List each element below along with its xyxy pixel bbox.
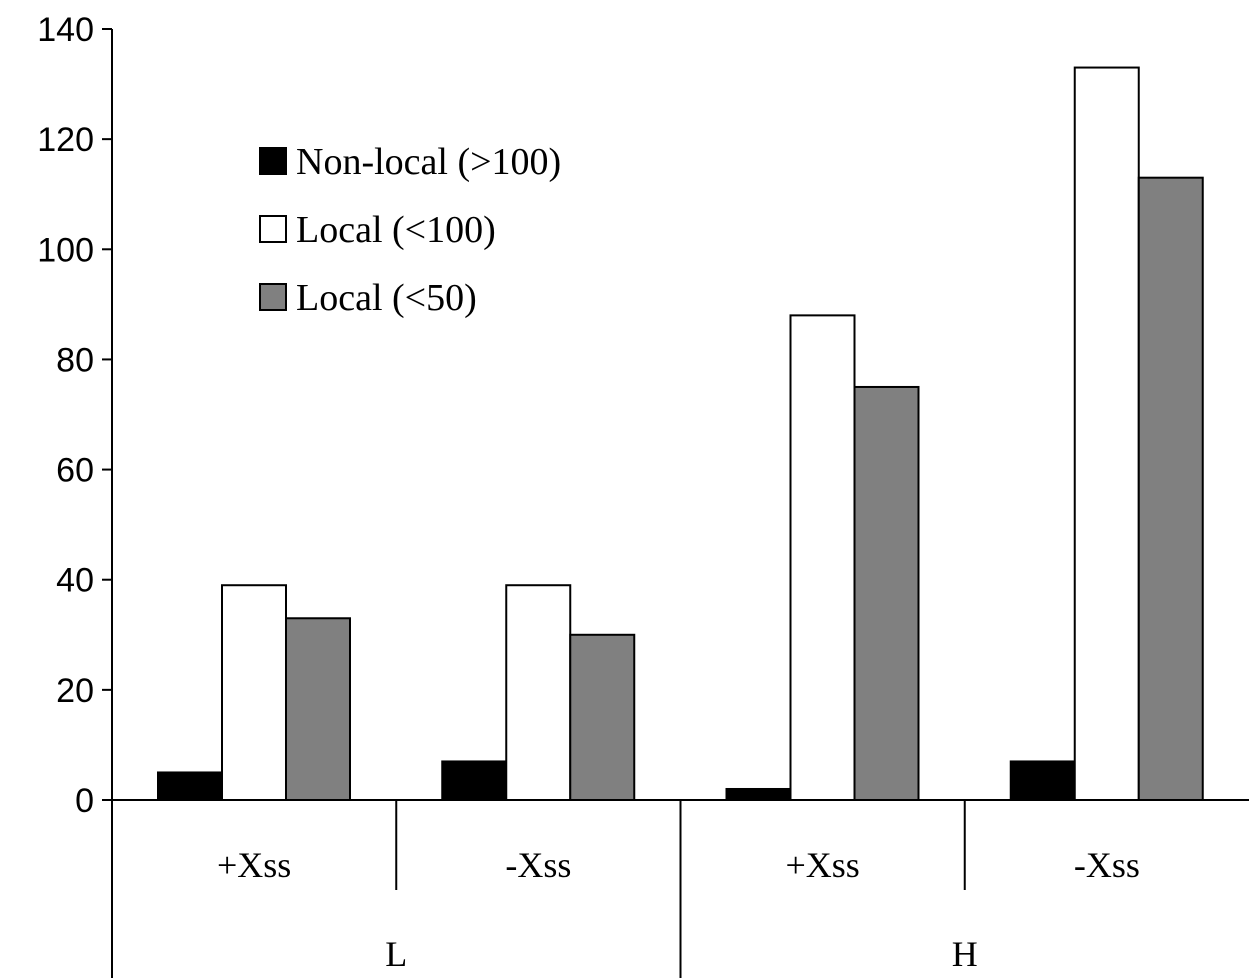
y-tick-label: 0 (75, 782, 94, 820)
bar-non-local-100 (441, 760, 508, 802)
bar-local-50 (1137, 176, 1204, 801)
bar-non-local-100 (1009, 760, 1076, 802)
legend: Non-local (>100) Local (<100) Local (<50) (259, 141, 561, 319)
bar-local-100 (789, 314, 856, 801)
bar-local-100 (1073, 66, 1140, 802)
legend-label: Local (<100) (296, 209, 496, 251)
legend-swatch (259, 147, 287, 175)
y-tick-label: 60 (56, 452, 94, 490)
y-tick-label: 100 (37, 231, 94, 269)
legend-label: Non-local (>100) (296, 141, 561, 183)
y-tick-label: 40 (56, 562, 94, 600)
bar-non-local-100 (157, 771, 223, 802)
x-category-label: +Xss (785, 845, 859, 885)
legend-swatch (259, 283, 287, 311)
x-axis: +Xss -Xss L +Xss -Xss H (112, 799, 1249, 978)
x-category-label: -Xss (505, 845, 571, 885)
y-tick-label: 80 (56, 341, 94, 379)
y-tick-label: 120 (37, 121, 94, 159)
bar-non-local-100 (725, 787, 792, 802)
y-tick-label: 20 (56, 672, 94, 710)
x-category-label: +Xss (217, 845, 291, 885)
bar-local-50 (285, 617, 351, 801)
bar-local-50 (569, 633, 636, 801)
y-tick-label: 140 (37, 11, 94, 49)
legend-swatch (259, 215, 287, 243)
bar-local-100 (505, 584, 572, 801)
legend-label: Local (<50) (296, 277, 477, 319)
x-group-label: H (952, 934, 978, 974)
x-group-label: L (385, 934, 407, 974)
bar-local-100 (221, 584, 287, 801)
bar-local-50 (853, 385, 920, 801)
bars (157, 66, 1204, 802)
x-category-label: -Xss (1074, 845, 1140, 885)
y-axis: 0 20 40 60 80 100 120 140 (37, 11, 113, 978)
